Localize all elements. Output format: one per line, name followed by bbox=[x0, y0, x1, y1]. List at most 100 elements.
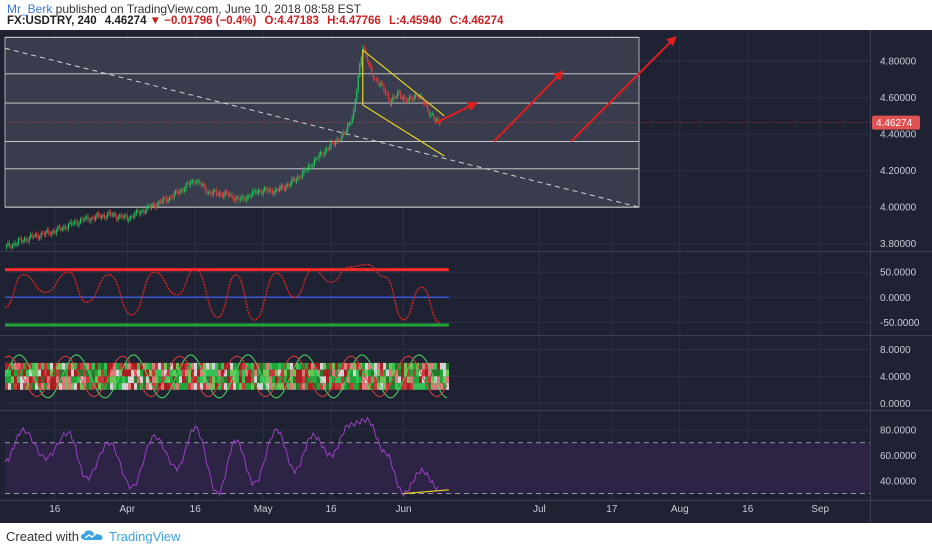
candle-body bbox=[96, 213, 98, 217]
heat-cell bbox=[194, 383, 197, 390]
heat-cell bbox=[374, 376, 377, 384]
candle-body bbox=[295, 179, 297, 182]
candle-body bbox=[99, 215, 101, 219]
candle-body bbox=[117, 217, 119, 220]
candle-body bbox=[271, 189, 273, 194]
heat-cell bbox=[116, 383, 119, 390]
heat-cell bbox=[203, 376, 206, 384]
candle-body bbox=[267, 189, 269, 192]
heat-cell bbox=[260, 369, 263, 377]
heat-cell bbox=[134, 376, 137, 384]
heat-cell bbox=[311, 362, 314, 370]
candle-body bbox=[28, 237, 30, 242]
heat-cell bbox=[215, 362, 218, 370]
candle-body bbox=[34, 234, 36, 237]
heat-cell bbox=[347, 362, 350, 370]
candle-body bbox=[431, 114, 433, 116]
heat-cell bbox=[419, 362, 422, 370]
heat-cell bbox=[56, 376, 59, 384]
heat-cell bbox=[17, 376, 20, 384]
heat-cell bbox=[95, 383, 98, 390]
candle-body bbox=[258, 189, 260, 193]
candle-body bbox=[392, 96, 394, 102]
heat-cell bbox=[293, 369, 296, 377]
candle-body bbox=[279, 188, 281, 191]
heat-cell bbox=[344, 362, 347, 370]
heat-cell bbox=[92, 362, 95, 370]
candle-body bbox=[79, 218, 82, 223]
heat-cell bbox=[200, 376, 203, 384]
candle-body bbox=[126, 215, 128, 221]
candle-body bbox=[244, 197, 246, 201]
heat-cell bbox=[299, 369, 302, 377]
heat-cell bbox=[413, 383, 416, 390]
heat-cell bbox=[320, 383, 323, 390]
candle-body bbox=[220, 192, 222, 195]
heat-cell bbox=[287, 376, 290, 384]
candle-body bbox=[14, 243, 17, 246]
heat-cell bbox=[110, 376, 113, 384]
heat-cell bbox=[104, 376, 107, 384]
candle-body bbox=[114, 213, 116, 217]
heat-cell bbox=[398, 369, 401, 377]
heat-cell bbox=[206, 362, 209, 370]
heat-cell bbox=[224, 383, 227, 390]
heat-cell bbox=[374, 362, 377, 370]
candle-body bbox=[58, 226, 60, 228]
author-link[interactable]: Mr_Berk bbox=[7, 2, 53, 16]
candle-body bbox=[437, 119, 439, 121]
heat-cell bbox=[386, 376, 389, 384]
tradingview-brand[interactable]: TradingView bbox=[109, 529, 181, 544]
heat-cell bbox=[110, 383, 113, 390]
heat-cell bbox=[401, 362, 404, 370]
heat-cell bbox=[173, 362, 176, 370]
heat-cell bbox=[332, 383, 335, 390]
heat-cell bbox=[170, 369, 173, 377]
candle-body bbox=[69, 222, 71, 225]
heat-cell bbox=[314, 383, 317, 390]
candle-body bbox=[251, 191, 254, 196]
candle-body bbox=[342, 132, 344, 136]
heat-cell bbox=[230, 383, 233, 390]
candle-body bbox=[434, 118, 436, 122]
rsi-divergence-line bbox=[403, 489, 449, 495]
heat-cell bbox=[143, 369, 146, 377]
candle-body bbox=[377, 79, 379, 84]
heat-cell bbox=[179, 369, 182, 377]
candle-body bbox=[36, 234, 38, 236]
heat-cell bbox=[209, 383, 212, 390]
heat-cell bbox=[131, 383, 134, 390]
heat-cell bbox=[170, 362, 173, 370]
candle-body bbox=[10, 245, 12, 248]
heat-cell bbox=[350, 362, 353, 370]
heat-cell bbox=[221, 369, 224, 377]
heat-cell bbox=[53, 383, 56, 390]
heat-cell bbox=[221, 376, 224, 384]
heat-cell bbox=[302, 369, 305, 377]
chart-canvas[interactable]: 4.46274 4.80000 4.60000 4.40000 4.20000 4.000… bbox=[0, 30, 932, 523]
candle-body bbox=[338, 139, 340, 141]
heat-cell bbox=[446, 362, 449, 370]
oscillator-heatmap bbox=[5, 362, 449, 390]
heat-cell bbox=[212, 362, 215, 370]
candle-body bbox=[301, 173, 303, 178]
range-rectangle bbox=[4, 36, 640, 208]
candle-body bbox=[90, 217, 92, 222]
heat-cell bbox=[128, 362, 131, 370]
heat-cell bbox=[11, 362, 14, 370]
candle-body bbox=[298, 176, 300, 178]
price-axis-label-0: 4.80000 bbox=[880, 57, 917, 68]
heat-cell bbox=[101, 376, 104, 384]
candle-body bbox=[102, 215, 104, 216]
candle-body bbox=[375, 79, 377, 81]
candle-body bbox=[265, 187, 267, 190]
heat-cell bbox=[347, 369, 350, 377]
heat-cell bbox=[161, 376, 164, 384]
heat-cell bbox=[440, 369, 443, 377]
heat-cell bbox=[212, 383, 215, 390]
heat-cell bbox=[305, 362, 308, 370]
symbol-label[interactable]: FX:USDTRY, 240 bbox=[7, 15, 97, 27]
heat-cell bbox=[344, 369, 347, 377]
heat-cell bbox=[383, 383, 386, 390]
heat-cell bbox=[146, 362, 149, 370]
